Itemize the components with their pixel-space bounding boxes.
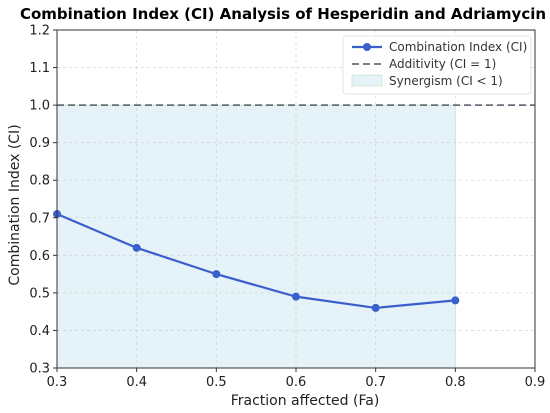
- legend-label-synergism: Synergism (CI < 1): [389, 74, 503, 88]
- x-tick-label: 0.4: [126, 375, 147, 390]
- legend-series-marker: [363, 43, 371, 51]
- y-tick-label: 1.2: [29, 24, 50, 39]
- y-axis-label: Combination Index (CI): [7, 124, 23, 285]
- y-tick-label: 0.7: [29, 211, 50, 226]
- y-tick-label: 1.1: [29, 61, 50, 76]
- y-tick-label: 0.4: [29, 324, 50, 339]
- x-tick-label: 0.8: [445, 375, 466, 390]
- series-layer: [53, 210, 460, 312]
- y-tick-label: 0.8: [29, 174, 50, 189]
- x-tick-label: 0.9: [525, 375, 546, 390]
- legend-label-series: Combination Index (CI): [389, 40, 527, 54]
- ci-data-point: [132, 243, 141, 252]
- x-tick-label: 0.3: [47, 375, 68, 390]
- tick-labels: 0.3 0.4 0.5 0.6 0.7 0.8 0.9 0.3 0.4 0.5 0.6 0.7 0.8 0…: [29, 24, 545, 391]
- ci-series-line: [56, 213, 456, 310]
- synergism-region-layer: [56, 104, 456, 369]
- legend-box: [342, 35, 532, 95]
- legend-synergism-swatch: [351, 74, 383, 87]
- synergism-region: [56, 104, 456, 369]
- x-tick-label: 0.6: [286, 375, 307, 390]
- y-tick-label: 0.5: [29, 286, 50, 301]
- ci-data-point: [371, 303, 380, 312]
- y-tick-label: 0.9: [29, 136, 50, 151]
- x-tick-label: 0.5: [206, 375, 227, 390]
- ci-data-point: [451, 296, 460, 305]
- y-tick-label: 0.6: [29, 249, 50, 264]
- legend-label-additivity: Additivity (CI = 1): [389, 57, 496, 71]
- ci-data-point: [292, 292, 300, 301]
- ci-data-point: [212, 270, 221, 279]
- legend: Combination Index (CI) Additivity (CI = 1…: [342, 35, 532, 95]
- y-tick-label: 1.0: [29, 99, 50, 114]
- chart-title: Combination Index (CI) Analysis of Hespe…: [20, 5, 546, 23]
- x-axis-label: Fraction affected (Fa): [231, 393, 380, 409]
- y-tick-label: 0.3: [29, 362, 50, 377]
- x-tick-label: 0.7: [365, 375, 386, 390]
